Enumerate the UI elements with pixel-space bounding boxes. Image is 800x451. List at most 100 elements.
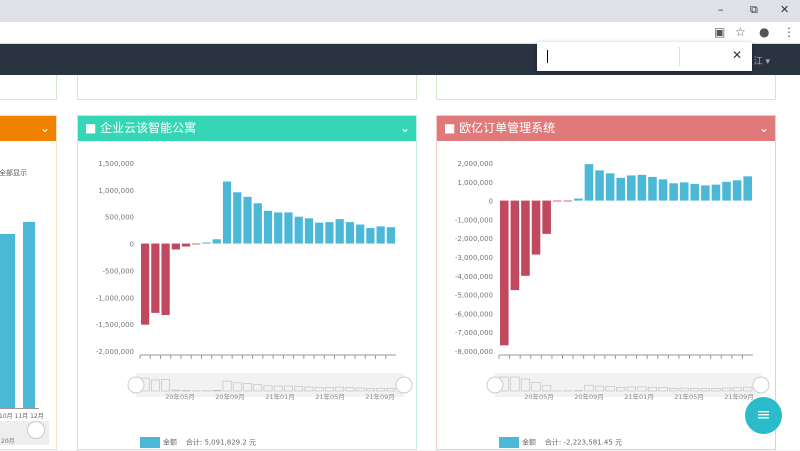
bar <box>542 201 551 234</box>
bar <box>377 226 385 243</box>
bar <box>701 185 710 200</box>
bar <box>0 234 15 409</box>
bar <box>172 244 180 250</box>
bar <box>500 201 509 346</box>
show-all-toggle[interactable]: 全部显示 <box>0 168 27 178</box>
top-card <box>0 75 57 100</box>
bar <box>638 175 647 201</box>
bar <box>691 184 700 201</box>
y-tick-label: -5,000,000 <box>455 292 493 300</box>
slider-handle-left[interactable] <box>487 377 503 393</box>
bar <box>553 201 562 202</box>
slider-date-label: 21年09月 <box>365 392 395 401</box>
bar <box>192 244 200 245</box>
bar <box>521 201 530 276</box>
y-tick-label: -7,000,000 <box>455 329 493 337</box>
y-tick-label: 1,000,000 <box>457 179 493 187</box>
close-window-button[interactable]: ✕ <box>780 3 789 16</box>
bar <box>284 212 292 243</box>
legend-label: 金额 <box>163 439 177 447</box>
y-tick-label: -3,000,000 <box>455 254 493 262</box>
minimize-button[interactable]: – <box>718 3 724 16</box>
y-tick-label: 0 <box>489 198 493 206</box>
bar <box>213 239 221 243</box>
y-tick-label: -1,000,000 <box>96 294 134 302</box>
x-axis-labels: 10月 11月 12月 <box>0 411 44 420</box>
legend: 金额 合计: 5,091,829.2 元 <box>140 437 256 448</box>
y-tick-label: -1,000,000 <box>455 216 493 224</box>
bar <box>151 244 159 313</box>
y-tick-label: 1,500,000 <box>98 160 134 168</box>
slider-date-label: 21年09月 <box>724 392 754 401</box>
bar <box>366 228 374 244</box>
y-tick-label: -1,500,000 <box>96 321 134 329</box>
panel-icon: ■ <box>444 121 459 135</box>
find-close-button[interactable]: ✕ <box>732 48 742 62</box>
legend-label: 金额 <box>522 439 536 447</box>
panel-header: ■ 欧亿订单管理系统 ⌄ <box>437 116 775 141</box>
bar <box>356 225 364 244</box>
dashboard: ⌄ 全部显示 10月 11月 12月 20月 ■ 企业云该智能公寓 ⌄ 1,50… <box>0 75 800 450</box>
bar <box>712 185 721 201</box>
bar <box>315 223 323 244</box>
bar <box>233 192 241 243</box>
bar <box>23 222 35 409</box>
extension-icon[interactable]: ▣ <box>714 25 725 39</box>
slider-handle[interactable] <box>27 421 45 439</box>
slider-date-label: 20年09月 <box>574 392 604 401</box>
bar <box>387 227 395 243</box>
y-tick-label: -500,000 <box>103 267 134 275</box>
bar <box>733 180 742 200</box>
slider-date-label: 21年05月 <box>315 392 345 401</box>
slider-handle-right[interactable] <box>396 377 412 393</box>
bar <box>659 179 668 200</box>
find-input[interactable] <box>547 50 548 63</box>
y-tick-label: -2,000,000 <box>455 235 493 243</box>
bar <box>648 177 657 201</box>
bar <box>202 242 210 243</box>
divider <box>679 47 680 66</box>
star-icon[interactable]: ☆ <box>735 25 746 39</box>
chevron-down-icon[interactable]: ⌄ <box>400 116 410 141</box>
bar <box>743 176 752 200</box>
bar <box>606 173 615 200</box>
slider-handle-left[interactable] <box>128 377 144 393</box>
x-axis <box>0 408 39 409</box>
slider-handle-right[interactable] <box>753 377 769 393</box>
chevron-down-icon[interactable]: ⌄ <box>759 116 769 141</box>
bar <box>616 178 625 201</box>
legend-swatch[interactable] <box>499 437 519 448</box>
left-panel: ⌄ 全部显示 10月 11月 12月 20月 <box>0 115 57 450</box>
bar-chart: 1,500,0001,000,000500,0000-500,000-1,000… <box>78 141 416 451</box>
y-tick-label: 500,000 <box>105 214 134 222</box>
user-menu[interactable]: 江 ▾ <box>754 54 770 67</box>
bar <box>264 211 272 244</box>
bar <box>722 182 731 201</box>
legend-swatch[interactable] <box>140 437 160 448</box>
bar <box>254 203 262 243</box>
bar <box>564 201 573 202</box>
bar <box>669 183 678 200</box>
bar <box>532 201 541 255</box>
panel-header: ■ 企业云该智能公寓 ⌄ <box>78 116 416 141</box>
bar <box>274 212 282 243</box>
find-bar: ✕ <box>537 42 752 71</box>
top-card <box>436 75 776 100</box>
chevron-down-icon[interactable]: ⌄ <box>40 116 50 141</box>
restore-button[interactable]: ⧉ <box>750 3 758 17</box>
bar <box>585 164 594 200</box>
slider-date-label: 21年01月 <box>265 392 295 401</box>
bar <box>223 182 231 244</box>
panel-title: 企业云该智能公寓 <box>100 121 196 135</box>
y-tick-label: -6,000,000 <box>455 310 493 318</box>
menu-icon[interactable]: ⋮ <box>783 25 795 39</box>
bar <box>305 218 313 243</box>
bar <box>295 217 303 244</box>
account-icon[interactable]: ● <box>759 25 769 39</box>
bar <box>574 199 583 201</box>
y-tick-label: 0 <box>130 241 134 249</box>
bar <box>161 244 169 315</box>
menu-fab-button[interactable]: ≡ <box>745 397 782 434</box>
